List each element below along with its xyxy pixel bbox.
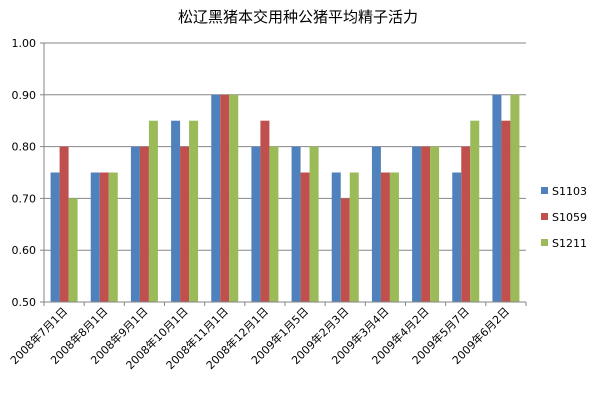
- bar-s1211-6: [309, 146, 319, 302]
- bar-s1059-4: [220, 94, 230, 302]
- bar-s1211-4: [229, 94, 239, 302]
- bar-s1059-7: [340, 198, 350, 302]
- bar-s1211-0: [68, 198, 78, 302]
- x-tick-labels: 2008年7月1日2008年8月1日2008年9月1日2008年10月1日200…: [7, 304, 512, 372]
- bar-s1059-10: [461, 146, 471, 302]
- bar-s1103-7: [331, 172, 341, 302]
- bar-s1059-8: [380, 172, 390, 302]
- bar-s1103-2: [130, 146, 140, 302]
- bar-s1103-10: [452, 172, 462, 302]
- bar-s1211-2: [148, 120, 158, 302]
- legend-label-s1103: S1103: [552, 185, 587, 198]
- bar-s1211-1: [108, 172, 118, 302]
- y-tick-label: 0.60: [12, 244, 37, 257]
- bar-s1211-3: [189, 120, 199, 302]
- legend-swatch-s1211: [541, 239, 548, 246]
- legend-swatch-s1103: [541, 187, 548, 194]
- legend: S1103 S1059 S1211: [541, 185, 587, 250]
- y-tick-label: 0.80: [12, 141, 37, 154]
- bar-s1211-7: [349, 172, 359, 302]
- bar-s1059-1: [99, 172, 109, 302]
- bar-s1059-9: [421, 146, 431, 302]
- axis-layer: [40, 42, 527, 306]
- y-tick-label: 0.70: [12, 192, 37, 205]
- bar-s1103-4: [211, 94, 221, 302]
- bar-s1103-8: [371, 146, 381, 302]
- bar-s1103-9: [412, 146, 422, 302]
- bar-s1211-5: [269, 146, 279, 302]
- bar-s1059-2: [139, 146, 149, 302]
- y-tick-label: 0.50: [12, 296, 37, 309]
- bar-s1103-1: [90, 172, 100, 302]
- bar-s1059-0: [59, 146, 69, 302]
- bar-s1103-3: [171, 120, 181, 302]
- bar-s1059-11: [501, 120, 511, 302]
- bar-s1211-8: [389, 172, 399, 302]
- bar-s1103-0: [50, 172, 60, 302]
- bar-s1211-9: [430, 146, 440, 302]
- bar-s1211-10: [470, 120, 480, 302]
- bar-s1103-5: [251, 146, 261, 302]
- y-tick-labels: 0.50 0.60 0.70 0.80 0.90 1.00: [12, 37, 37, 309]
- bar-s1059-3: [180, 146, 190, 302]
- legend-label-s1059: S1059: [552, 211, 587, 224]
- y-tick-label: 0.90: [12, 89, 37, 102]
- bar-s1103-6: [291, 146, 301, 302]
- y-tick-label: 1.00: [12, 37, 37, 50]
- legend-label-s1211: S1211: [552, 237, 587, 250]
- bar-s1103-11: [492, 94, 502, 302]
- bar-layer: [50, 94, 520, 302]
- chart-title: 松辽黑猪本交用种公猪平均精子活力: [178, 8, 418, 26]
- bar-s1211-11: [510, 94, 520, 302]
- bar-s1059-6: [300, 172, 310, 302]
- bar-s1059-5: [260, 120, 270, 302]
- legend-swatch-s1059: [541, 213, 548, 220]
